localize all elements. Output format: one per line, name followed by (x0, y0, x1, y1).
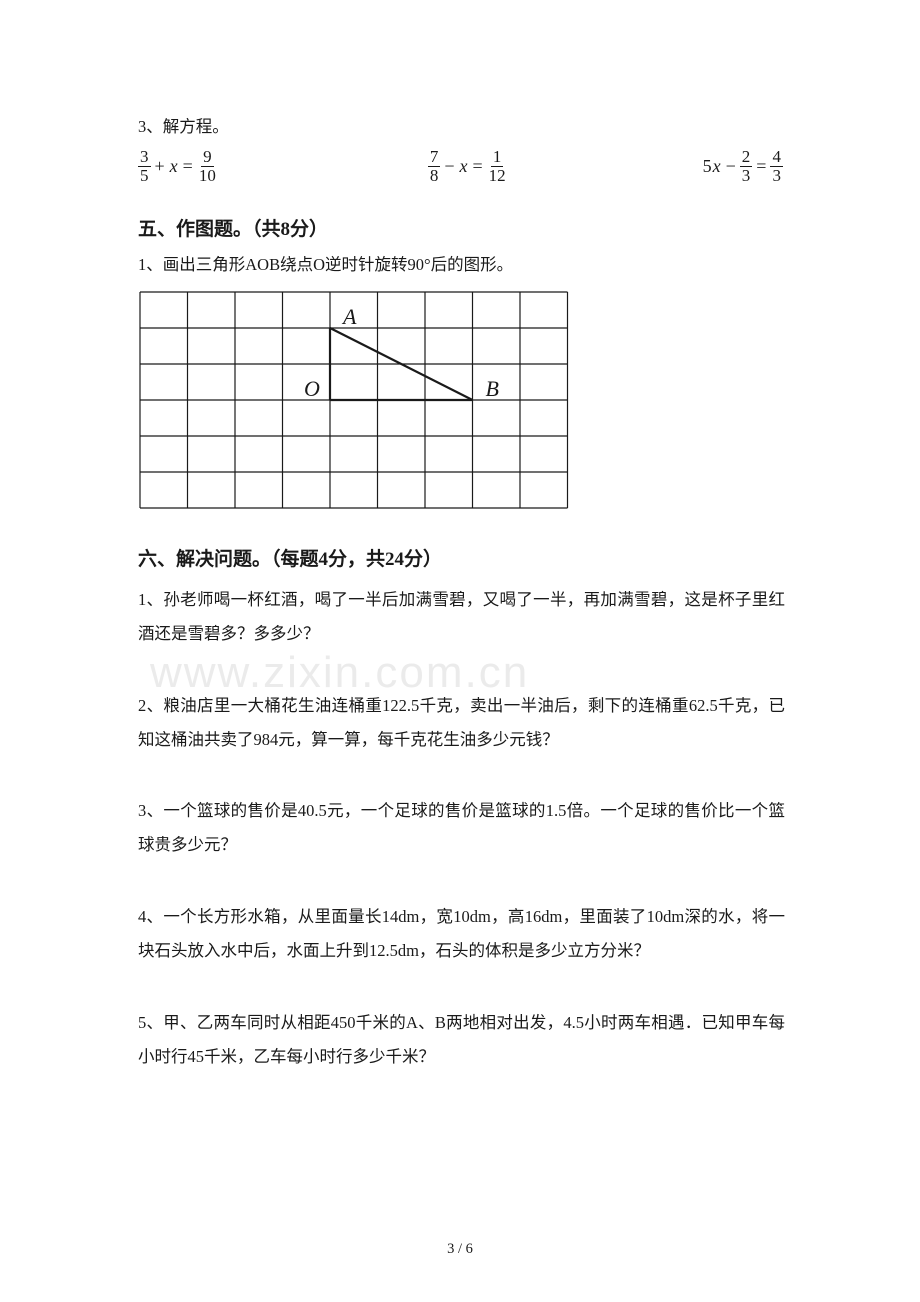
eq2-var: x (458, 156, 468, 177)
eq2-f2-den: 12 (487, 167, 508, 185)
equation-1: 35 + x = 910 (138, 148, 218, 185)
eq3-f1-den: 3 (740, 167, 753, 185)
equation-row: 35 + x = 910 78 − x = 112 5 x − 23 = 43 (138, 148, 785, 185)
eq1-var: x (169, 156, 179, 177)
problem-5: 5、甲、乙两车同时从相距450千米的A、B两地相对出发，4.5小时两车相遇．已知… (138, 1006, 785, 1074)
section6-title: 六、解决问题。（每题4分，共24分） (138, 544, 785, 571)
equation-3: 5 x − 23 = 43 (703, 148, 783, 185)
eq1-f2-den: 10 (197, 167, 218, 185)
problem-4: 4、一个长方形水箱，从里面量长14dm，宽10dm，高16dm，里面装了10dm… (138, 900, 785, 968)
eq2-f1-num: 7 (428, 148, 441, 167)
section5-q1: 1、画出三角形AOB绕点O逆时针旋转90°后的图形。 (138, 253, 785, 278)
eq3-op1: − (722, 156, 740, 177)
grid-svg: A O B (138, 290, 600, 514)
eq3-var: x (712, 156, 722, 177)
eq3-coef: 5 (703, 156, 712, 177)
page-content: 3、解方程。 35 + x = 910 78 − x = 112 5 x − 2… (138, 115, 785, 1073)
grid-drawing: A O B (138, 290, 785, 514)
eq2-op2: = (468, 156, 486, 177)
svg-text:A: A (341, 304, 357, 329)
svg-text:O: O (304, 376, 320, 401)
equation-2: 78 − x = 112 (428, 148, 508, 185)
eq1-f2-num: 9 (201, 148, 214, 167)
problem-1: 1、孙老师喝一杯红酒，喝了一半后加满雪碧，又喝了一半，再加满雪碧，这是杯子里红酒… (138, 583, 785, 651)
eq1-op2: = (179, 156, 197, 177)
q3-label: 3、解方程。 (138, 115, 785, 140)
eq1-f1-num: 3 (138, 148, 151, 167)
eq2-f1-den: 8 (428, 167, 441, 185)
eq3-f2-den: 3 (770, 167, 783, 185)
eq1-f1-den: 5 (138, 167, 151, 185)
eq2-f2-num: 1 (491, 148, 504, 167)
eq3-f2-num: 4 (770, 148, 783, 167)
eq3-f1-num: 2 (740, 148, 753, 167)
eq2-op1: − (440, 156, 458, 177)
problem-3: 3、一个篮球的售价是40.5元，一个足球的售价是篮球的1.5倍。一个足球的售价比… (138, 794, 785, 862)
problem-2: 2、粮油店里一大桶花生油连桶重122.5千克，卖出一半油后，剩下的连桶重62.5… (138, 689, 785, 757)
eq1-op1: + (151, 156, 169, 177)
eq3-op2: = (752, 156, 770, 177)
page-number: 3 / 6 (0, 1241, 920, 1258)
svg-text:B: B (486, 376, 499, 401)
section5-title: 五、作图题。（共8分） (138, 214, 785, 241)
